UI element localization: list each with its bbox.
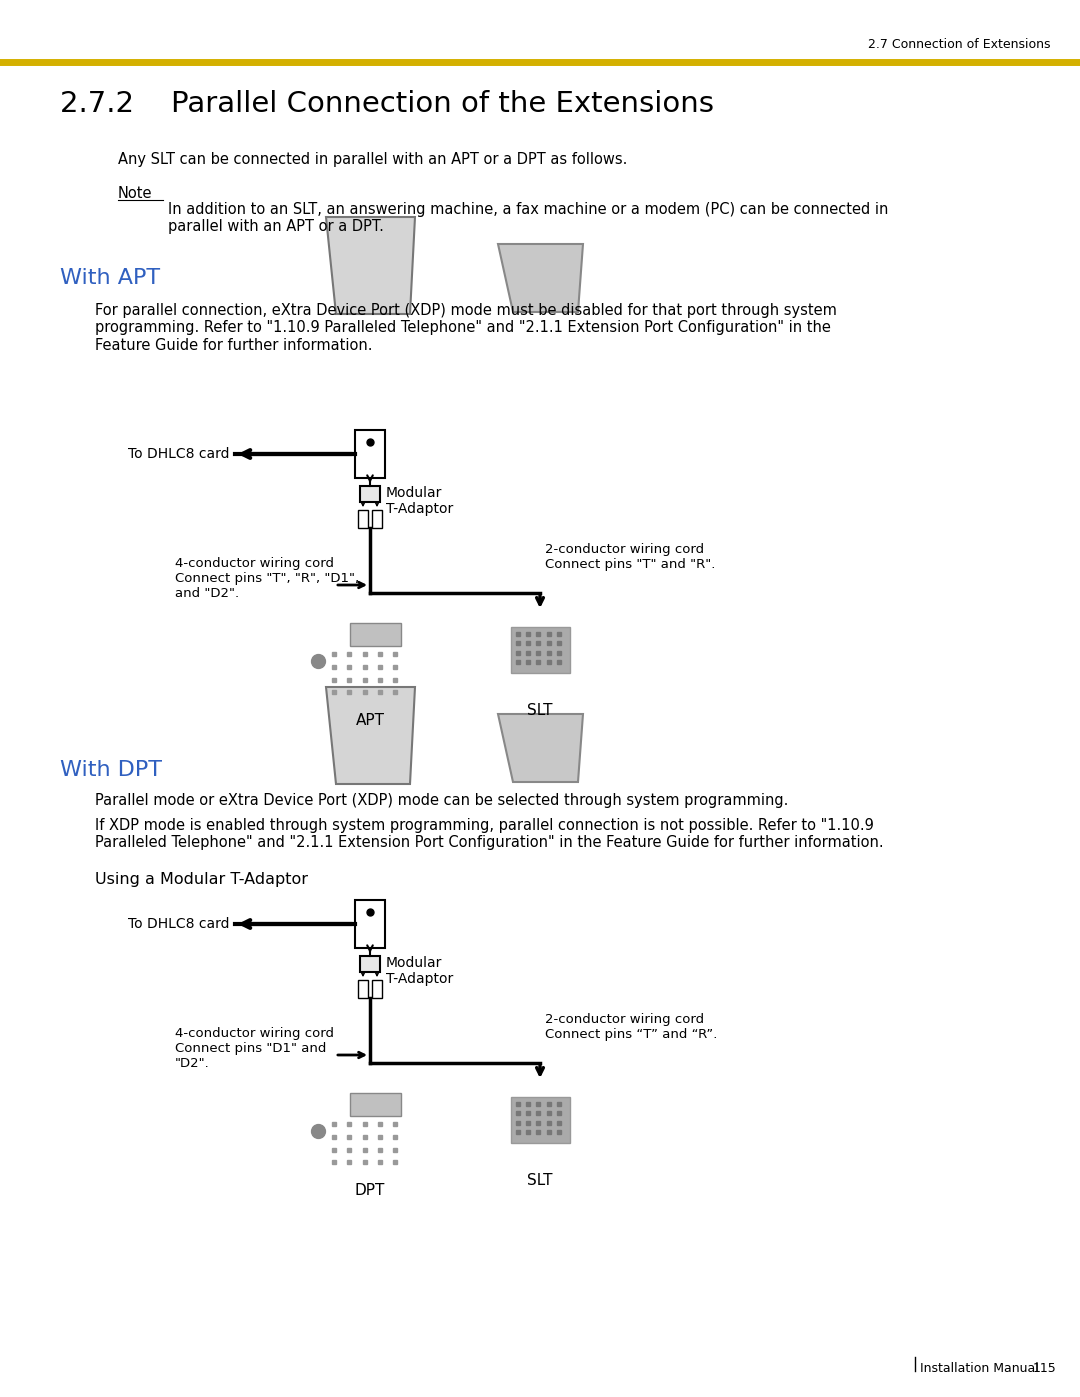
- Bar: [350, 1092, 401, 1116]
- Text: To DHLC8 card: To DHLC8 card: [129, 916, 230, 930]
- Text: Modular
T-Adaptor: Modular T-Adaptor: [386, 956, 454, 986]
- Text: 2.7.2    Parallel Connection of the Extensions: 2.7.2 Parallel Connection of the Extensi…: [60, 89, 714, 117]
- Text: 4-conductor wiring cord
Connect pins "T", "R", "D1",
and "D2".: 4-conductor wiring cord Connect pins "T"…: [175, 557, 360, 599]
- Text: To DHLC8 card: To DHLC8 card: [129, 447, 230, 461]
- Text: 2-conductor wiring cord
Connect pins “T” and “R”.: 2-conductor wiring cord Connect pins “T”…: [545, 1013, 717, 1041]
- Bar: [357, 510, 368, 528]
- Text: SLT: SLT: [527, 703, 553, 718]
- Text: Any SLT can be connected in parallel with an APT or a DPT as follows.: Any SLT can be connected in parallel wit…: [118, 152, 627, 168]
- Bar: [355, 430, 384, 478]
- Text: SLT: SLT: [527, 1173, 553, 1187]
- Polygon shape: [326, 687, 415, 784]
- Polygon shape: [498, 244, 583, 312]
- Text: With APT: With APT: [60, 268, 160, 288]
- Bar: [355, 900, 384, 949]
- Text: Note: Note: [118, 186, 152, 201]
- Bar: [372, 981, 382, 997]
- Text: APT: APT: [355, 712, 384, 728]
- Text: Using a Modular T-Adaptor: Using a Modular T-Adaptor: [95, 872, 308, 887]
- Text: Parallel mode or eXtra Device Port (XDP) mode can be selected through system pro: Parallel mode or eXtra Device Port (XDP)…: [95, 793, 788, 807]
- Text: With DPT: With DPT: [60, 760, 162, 780]
- Text: Installation Manual: Installation Manual: [920, 1362, 1039, 1376]
- Text: For parallel connection, eXtra Device Port (XDP) mode must be disabled for that : For parallel connection, eXtra Device Po…: [95, 303, 837, 353]
- Text: DPT: DPT: [355, 1183, 386, 1199]
- Polygon shape: [498, 714, 583, 782]
- Text: If XDP mode is enabled through system programming, parallel connection is not po: If XDP mode is enabled through system pr…: [95, 819, 883, 851]
- Bar: [511, 1097, 570, 1143]
- Text: Modular
T-Adaptor: Modular T-Adaptor: [386, 486, 454, 517]
- Bar: [360, 486, 380, 502]
- Bar: [360, 956, 380, 972]
- Bar: [511, 627, 570, 673]
- Text: 2.7 Connection of Extensions: 2.7 Connection of Extensions: [867, 39, 1050, 52]
- Bar: [357, 981, 368, 997]
- Text: 2-conductor wiring cord
Connect pins "T" and "R".: 2-conductor wiring cord Connect pins "T"…: [545, 543, 715, 571]
- Text: 4-conductor wiring cord
Connect pins "D1" and
"D2".: 4-conductor wiring cord Connect pins "D1…: [175, 1027, 334, 1070]
- Text: In addition to an SLT, an answering machine, a fax machine or a modem (PC) can b: In addition to an SLT, an answering mach…: [168, 203, 889, 235]
- Bar: [372, 510, 382, 528]
- Polygon shape: [326, 217, 415, 314]
- Bar: [350, 623, 401, 645]
- Text: 115: 115: [1034, 1362, 1057, 1376]
